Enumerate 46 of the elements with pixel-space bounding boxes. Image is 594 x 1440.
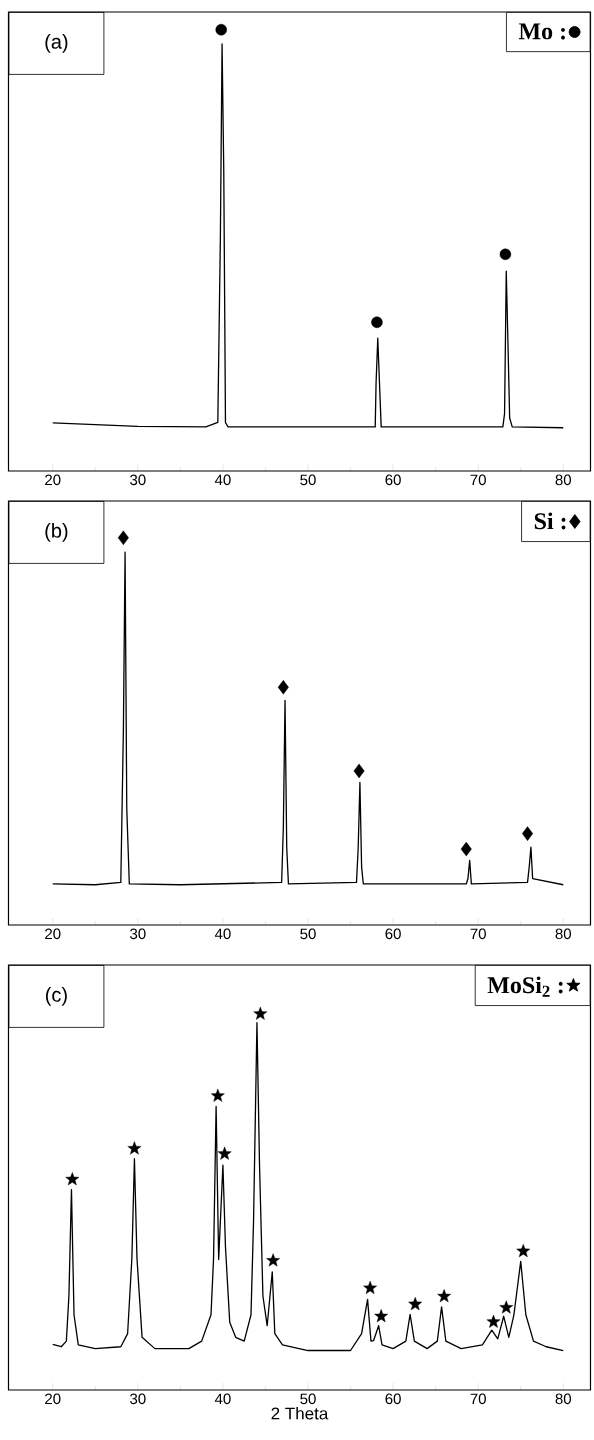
x-tick-label: 80 <box>555 1393 572 1405</box>
x-tick-label: 60 <box>385 928 401 940</box>
point <box>353 763 365 779</box>
x-tick-label: 50 <box>300 474 316 486</box>
annotation: (b) <box>45 523 68 542</box>
point <box>408 1297 423 1311</box>
x-tick-label: 40 <box>214 928 231 940</box>
annotation: (a) <box>45 34 68 53</box>
point <box>499 1300 514 1314</box>
x-tick-label: 40 <box>214 474 231 486</box>
legend-label: Si : <box>534 512 566 530</box>
x-tick-label: 60 <box>385 474 401 486</box>
point <box>522 826 533 841</box>
point <box>486 1314 501 1328</box>
point <box>374 1309 389 1323</box>
x-tick-label: 20 <box>45 928 61 940</box>
point <box>217 1146 232 1160</box>
point <box>127 1141 142 1155</box>
x-tick-label: 50 <box>300 1393 316 1405</box>
point <box>460 841 472 857</box>
point <box>516 1244 531 1258</box>
point <box>117 530 129 545</box>
point <box>65 1172 80 1186</box>
text: (c) <box>45 987 67 1006</box>
point <box>253 1006 268 1020</box>
x-tick-label: 30 <box>130 928 146 940</box>
point <box>437 1289 451 1303</box>
x-tick-label: 80 <box>555 928 572 940</box>
x-tick-label: 70 <box>470 928 486 940</box>
legend-label: MoSi$_{2}$ : <box>487 976 563 997</box>
x-tick-label: 60 <box>385 1393 401 1405</box>
point <box>363 1280 377 1294</box>
x-tick-label: 80 <box>555 474 572 486</box>
point <box>266 1253 280 1267</box>
legend-label: Mo : <box>518 23 565 40</box>
x-tick-label: 30 <box>130 474 146 486</box>
x-tick-label: 50 <box>300 928 316 940</box>
x-tick-label: 40 <box>214 1393 231 1405</box>
point <box>277 680 289 695</box>
point <box>210 1088 225 1102</box>
x-tick-label: 70 <box>470 1393 486 1405</box>
x-tick-label: 20 <box>45 474 61 486</box>
x-tick-label: 30 <box>130 1393 146 1405</box>
x-axis-title: 2 Theta <box>271 1407 329 1420</box>
x-tick-label: 70 <box>470 474 486 486</box>
x-tick-label: 20 <box>45 1393 61 1405</box>
